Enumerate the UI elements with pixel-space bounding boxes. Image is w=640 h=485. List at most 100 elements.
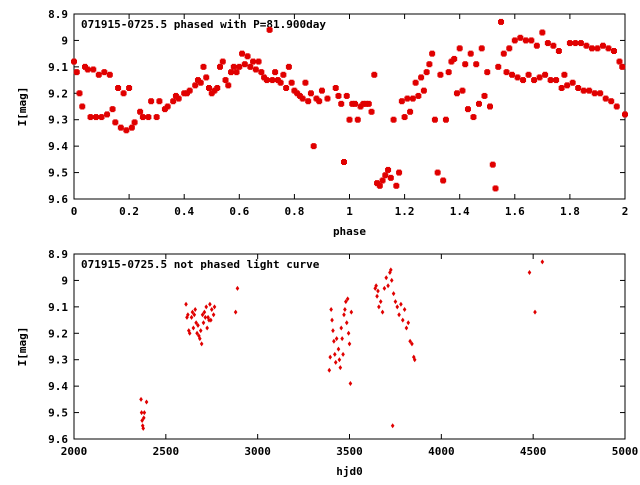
data-point bbox=[205, 325, 209, 331]
data-point bbox=[153, 114, 160, 121]
data-point bbox=[334, 336, 339, 342]
data-point bbox=[344, 299, 348, 305]
data-point bbox=[580, 87, 587, 94]
unphased-x-tick-label: 2500 bbox=[153, 445, 180, 458]
phased-y-tick-label: 9.5 bbox=[48, 167, 68, 180]
data-point bbox=[569, 79, 576, 86]
data-point bbox=[514, 74, 521, 81]
data-point bbox=[87, 114, 94, 121]
data-point bbox=[200, 63, 207, 70]
data-point bbox=[344, 320, 349, 326]
phased-x-tick-label: 0.8 bbox=[284, 205, 304, 218]
unphased-y-tick-label: 8.9 bbox=[48, 248, 68, 261]
data-point bbox=[451, 55, 458, 62]
data-point bbox=[225, 82, 232, 89]
data-point bbox=[191, 325, 196, 331]
data-point bbox=[558, 85, 565, 91]
phased-y-tick-label: 9.2 bbox=[48, 87, 68, 100]
data-point bbox=[183, 90, 190, 97]
data-point bbox=[608, 98, 615, 105]
data-point bbox=[349, 309, 354, 315]
data-point bbox=[197, 333, 201, 339]
data-point bbox=[371, 71, 378, 78]
data-point bbox=[123, 127, 130, 134]
data-point bbox=[412, 79, 419, 86]
data-point bbox=[377, 304, 381, 310]
data-point bbox=[172, 92, 179, 99]
data-point bbox=[288, 79, 295, 86]
data-point bbox=[575, 85, 582, 91]
data-point bbox=[327, 367, 332, 373]
data-point bbox=[139, 396, 143, 402]
data-point bbox=[313, 95, 320, 102]
unphased-plot: 071915-0725.5 not phased light curve hjd… bbox=[16, 248, 638, 478]
data-point bbox=[467, 50, 474, 57]
data-point bbox=[399, 301, 403, 307]
data-point bbox=[434, 169, 441, 176]
data-point bbox=[437, 71, 444, 78]
data-point bbox=[525, 71, 532, 78]
data-point bbox=[230, 63, 237, 70]
unphased-y-tick-label: 9.1 bbox=[48, 301, 68, 314]
data-point bbox=[374, 180, 381, 187]
phased-plot-frame bbox=[73, 13, 626, 200]
data-point bbox=[250, 58, 257, 65]
data-point bbox=[192, 312, 197, 318]
unphased-x-tick-label: 3000 bbox=[244, 445, 271, 458]
data-point bbox=[142, 410, 147, 416]
data-point bbox=[199, 341, 204, 347]
data-point bbox=[333, 351, 337, 357]
data-point bbox=[404, 325, 409, 331]
data-point bbox=[397, 312, 401, 318]
data-point bbox=[285, 63, 292, 70]
data-point bbox=[333, 359, 338, 365]
data-point bbox=[500, 50, 507, 57]
unphased-x-axis-label: hjd0 bbox=[336, 465, 363, 478]
data-point bbox=[194, 320, 198, 326]
unphased-y-tick-label: 9.2 bbox=[48, 327, 68, 340]
phased-y-tick-label: 9.4 bbox=[48, 140, 68, 153]
data-point bbox=[269, 77, 276, 84]
data-point bbox=[411, 354, 416, 360]
data-point bbox=[602, 95, 609, 102]
data-point bbox=[386, 283, 390, 289]
data-point bbox=[401, 114, 408, 121]
data-point bbox=[599, 42, 606, 49]
phased-y-tick-label: 9.6 bbox=[48, 193, 68, 206]
data-point bbox=[337, 357, 342, 363]
data-point bbox=[605, 45, 612, 52]
data-point bbox=[201, 320, 206, 326]
data-point bbox=[209, 307, 214, 312]
data-point bbox=[478, 45, 485, 52]
data-point bbox=[128, 124, 135, 131]
data-point bbox=[509, 71, 516, 78]
data-point bbox=[263, 77, 270, 84]
data-point bbox=[341, 351, 345, 357]
data-point bbox=[591, 90, 598, 97]
data-point bbox=[407, 108, 414, 115]
data-point bbox=[555, 48, 562, 54]
data-point bbox=[204, 304, 209, 310]
data-point bbox=[597, 90, 604, 97]
data-point bbox=[376, 182, 383, 189]
data-point bbox=[384, 275, 389, 281]
data-point bbox=[402, 307, 407, 312]
data-point bbox=[170, 98, 177, 105]
data-point bbox=[610, 48, 617, 54]
unphased-y-tick-label: 9.5 bbox=[48, 407, 68, 420]
phased-plot-title: 071915-0725.5 phased with P=81.900day bbox=[81, 18, 326, 31]
data-point bbox=[389, 267, 393, 273]
data-point bbox=[209, 317, 213, 323]
data-point bbox=[622, 111, 628, 118]
data-point bbox=[115, 85, 122, 91]
data-point bbox=[583, 42, 590, 49]
data-point bbox=[528, 37, 535, 44]
data-point bbox=[588, 45, 595, 52]
data-point bbox=[352, 100, 359, 107]
data-point bbox=[389, 277, 394, 283]
data-point bbox=[101, 69, 108, 76]
data-point bbox=[141, 425, 146, 431]
data-point bbox=[235, 285, 240, 291]
data-point bbox=[258, 69, 265, 76]
